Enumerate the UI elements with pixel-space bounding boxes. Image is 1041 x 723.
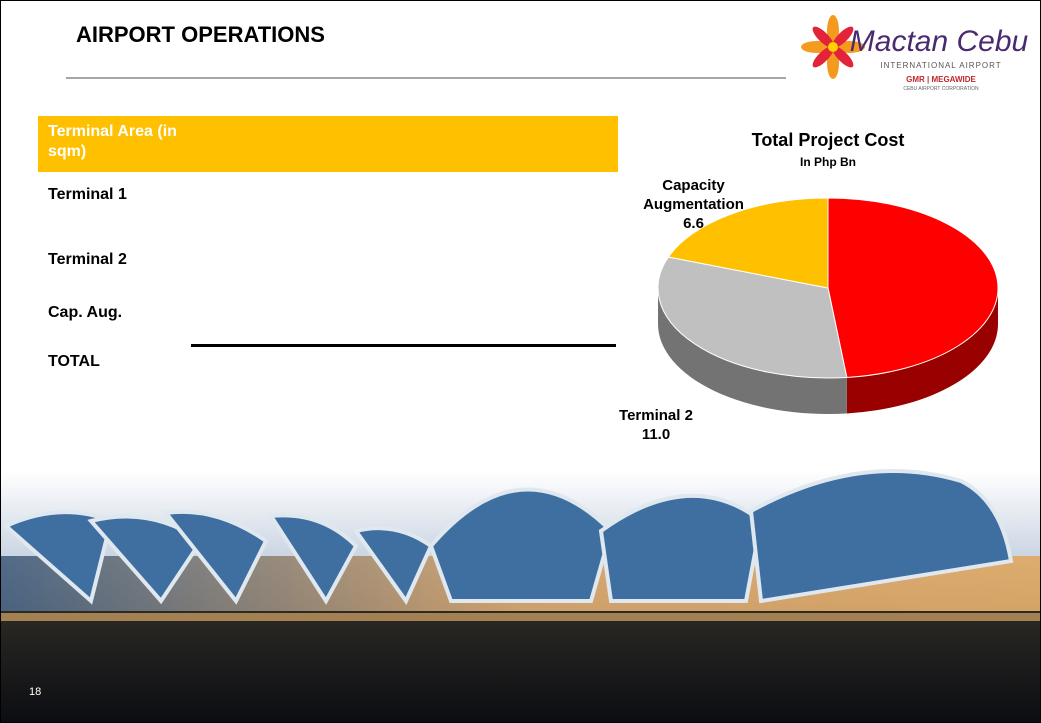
pie-category: Bid Premium [0,191,1,229]
row-label: Terminal 1 [48,186,127,204]
lights [1,613,1040,621]
ground [1,611,1040,722]
page-number: 18 [29,686,41,698]
pie-value: 16.4 [0,229,1,248]
pie-category: Capacity Augmentation [626,176,761,214]
logo-subtitle: INTERNATIONAL AIRPORT [880,61,1001,70]
row-label: Terminal 2 [48,251,127,269]
logo-corporation: CEBU AIRPORT CORPORATION [903,86,979,92]
pie-value: 6.6 [626,214,761,233]
total-rule [191,344,616,347]
slide: Mactan Cebu INTERNATIONAL AIRPORT GMR | … [0,0,1041,723]
chart-title: Total Project Cost [752,130,905,150]
row-label: Cap. Aug. [48,304,122,322]
logo-name: Mactan Cebu [850,25,1029,58]
column-header: Terminal Area (in sqm) [48,122,188,162]
row-label: TOTAL [48,353,100,371]
pie-value: 11.0 [591,425,721,444]
logo-partners: GMR | MEGAWIDE [906,75,976,84]
photo-backdrop: Mactan Cebu INTERNATIONAL AIRPORT GMR | … [1,1,1040,722]
pie-label: Bid Premium16.4 [0,191,1,248]
chart-subtitle: In Php Bn [800,155,856,169]
slide-title: AIRPORT OPERATIONS [76,22,325,47]
pie-category: Terminal 2 [591,406,721,425]
